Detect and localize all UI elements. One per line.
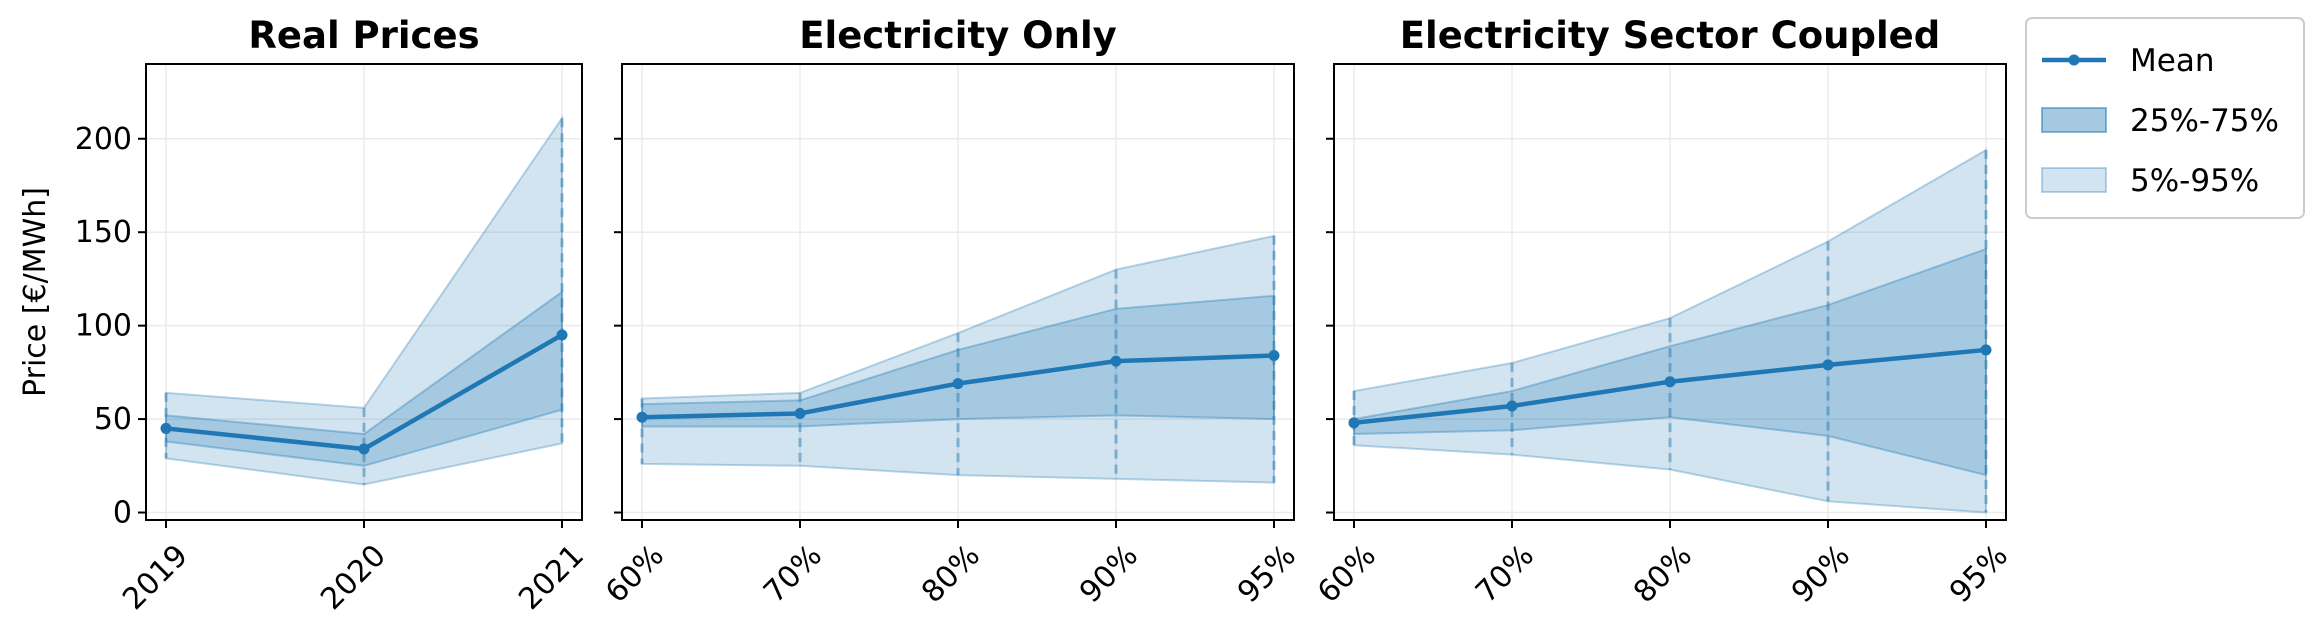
x-tick-label: 60% (1311, 538, 1383, 610)
mean-point (1110, 355, 1122, 367)
panel-title: Electricity Sector Coupled (1400, 14, 1940, 57)
y-tick-label: 200 (75, 122, 132, 157)
x-tick-label: 2019 (116, 538, 195, 617)
mean-point (358, 443, 370, 455)
x-tick-label: 70% (1469, 538, 1541, 610)
legend-label: Mean (2130, 43, 2214, 79)
panel-title: Real Prices (248, 14, 479, 57)
legend-iqr-swatch (2041, 107, 2107, 133)
x-tick-label: 95% (1231, 538, 1303, 610)
x-tick-label: 90% (1073, 538, 1145, 610)
y-tick-label: 0 (113, 496, 132, 531)
mean-point (556, 329, 568, 341)
band-5-95 (641, 234, 1275, 484)
mean-point (636, 411, 648, 423)
x-tick-label: 95% (1943, 538, 2015, 610)
x-tick-label: 60% (599, 538, 671, 610)
legend-label: 25%-75% (2130, 103, 2279, 139)
band-25-75 (165, 290, 563, 467)
mean-point (1348, 417, 1360, 429)
legend-range-swatch (2041, 167, 2107, 193)
panel-2: 60% 70% 80% 90% 95% Electricity Only (599, 14, 1303, 610)
y-tick-label: 50 (94, 402, 132, 437)
legend: Mean 25%-75% 5%-95% (2025, 17, 2305, 219)
mean-point (1268, 350, 1280, 362)
mean-point (1506, 400, 1518, 412)
x-tick-label: 90% (1785, 538, 1857, 610)
mean-point (952, 378, 964, 390)
x-tick-label: 2020 (314, 538, 393, 617)
x-tick-label: 80% (1627, 538, 1699, 610)
legend-box (2025, 17, 2305, 219)
legend-mean-marker (2068, 54, 2080, 66)
y-axis-label: Price [€/MWh] (18, 187, 53, 397)
panel-title: Electricity Only (799, 14, 1117, 57)
x-tick-label: 80% (915, 538, 987, 610)
panel-1: 0 50 100 150 200 2019 2020 2021 Real Prices (75, 14, 591, 617)
x-tick-label: 2021 (512, 538, 591, 617)
mean-point (1822, 359, 1834, 371)
band-5-95 (1353, 148, 1987, 514)
y-tick-label: 100 (75, 309, 132, 344)
band-25-75 (641, 294, 1275, 428)
legend-label: 5%-95% (2130, 163, 2259, 199)
chart-panels: 0 50 100 150 200 2019 2020 2021 Real Prices 60% 70… (75, 14, 2015, 617)
mean-point (160, 422, 172, 434)
panel-3: 60% 70% 80% 90% 95% Electricity Sector Couple… (1311, 14, 2015, 610)
mean-point (1980, 344, 1992, 356)
mean-point (1664, 376, 1676, 388)
y-tick-label: 150 (75, 215, 132, 250)
band-25-75 (1353, 247, 1987, 477)
x-tick-label: 70% (757, 538, 829, 610)
mean-point (794, 407, 806, 419)
